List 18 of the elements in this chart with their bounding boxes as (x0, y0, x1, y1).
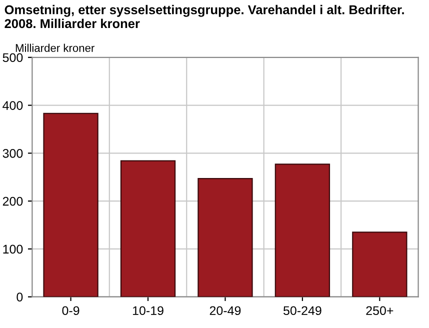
bar (352, 232, 408, 297)
y-tick-label: 200 (2, 196, 23, 206)
y-tick-label: 500 (2, 53, 23, 62)
bar (198, 178, 253, 297)
bar (120, 160, 176, 297)
y-tick-label: 300 (2, 148, 23, 158)
y-tick-label: 0 (16, 292, 23, 302)
x-tick-label: 10-19 (132, 306, 164, 316)
x-tick-label: 20-49 (210, 306, 241, 316)
x-tick-label: 0-9 (62, 306, 80, 316)
x-tick-label: 250+ (366, 306, 394, 316)
x-tick-label: 50-249 (283, 306, 322, 316)
y-tick-label: 400 (2, 101, 23, 110)
chart-title: Omsetning, etter sysselsettingsgruppe. Varehandel i alt. Bedrifter. 2008. Milliarder kroner (4, 4, 404, 28)
bar (43, 112, 98, 297)
y-axis-title: Milliarder kroner (16, 44, 94, 52)
bar (274, 164, 330, 297)
y-tick-label: 100 (3, 244, 23, 254)
